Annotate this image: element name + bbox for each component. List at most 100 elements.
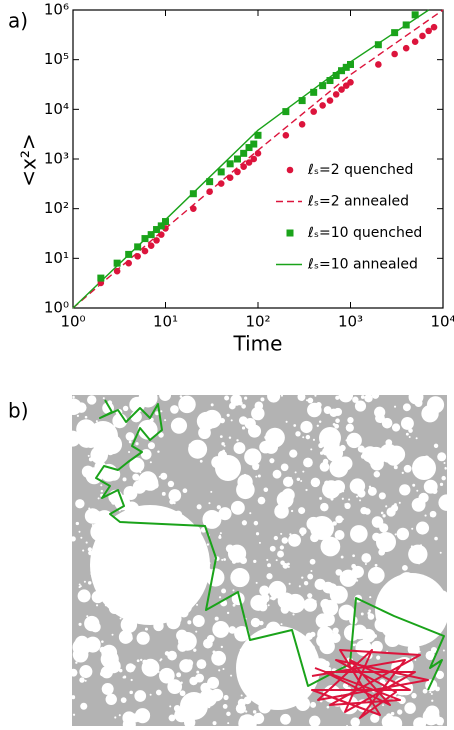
obstacle xyxy=(332,599,335,603)
data-point xyxy=(326,77,334,85)
obstacle xyxy=(282,476,294,488)
obstacle xyxy=(310,631,316,638)
data-point xyxy=(391,50,398,58)
obstacle xyxy=(154,513,157,516)
obstacle xyxy=(101,683,114,695)
obstacle xyxy=(139,471,142,474)
obstacle xyxy=(149,693,152,696)
obstacle xyxy=(244,396,248,400)
obstacle xyxy=(73,651,78,656)
obstacle xyxy=(178,403,181,406)
data-point xyxy=(134,243,142,251)
obstacle xyxy=(218,596,222,599)
obstacle xyxy=(384,544,388,547)
obstacle xyxy=(257,474,261,478)
obstacle xyxy=(305,434,311,440)
obstacle xyxy=(288,582,291,585)
obstacle xyxy=(118,668,123,673)
obstacle xyxy=(199,459,203,463)
obstacle xyxy=(263,487,269,493)
legend-label: ℓₛ=10 quenched xyxy=(307,225,422,241)
obstacle xyxy=(312,438,316,441)
y-tick-label: 10¹ xyxy=(44,249,69,267)
obstacle xyxy=(72,395,75,399)
obstacle xyxy=(84,679,87,682)
obstacle xyxy=(370,640,383,653)
obstacle xyxy=(272,469,282,479)
data-point xyxy=(332,91,340,98)
obstacle xyxy=(331,441,338,448)
obstacle xyxy=(218,669,221,672)
obstacle xyxy=(257,496,266,505)
data-point xyxy=(282,108,290,116)
obstacle xyxy=(397,572,416,591)
obstacle xyxy=(158,527,162,531)
x-tick-label: 10¹ xyxy=(153,313,178,331)
obstacle xyxy=(159,395,172,402)
obstacle xyxy=(323,406,332,415)
obstacle xyxy=(157,450,160,453)
obstacle xyxy=(125,432,135,441)
obstacle xyxy=(412,483,416,487)
obstacle xyxy=(249,698,252,701)
obstacle xyxy=(274,649,278,653)
obstacle xyxy=(378,548,386,556)
obstacle xyxy=(410,602,414,605)
obstacle xyxy=(258,541,261,544)
obstacle xyxy=(222,704,228,709)
obstacle xyxy=(210,490,213,493)
obstacle xyxy=(430,614,434,617)
obstacle xyxy=(247,671,250,674)
obstacle xyxy=(249,512,252,515)
obstacle xyxy=(227,722,230,725)
obstacle xyxy=(72,646,89,663)
data-point xyxy=(342,63,350,71)
obstacle xyxy=(370,449,379,458)
data-point xyxy=(147,231,155,239)
obstacle xyxy=(122,676,125,679)
obstacle xyxy=(333,407,343,416)
obstacle xyxy=(105,693,117,706)
obstacle xyxy=(111,499,117,505)
obstacle xyxy=(305,635,308,638)
obstacle xyxy=(114,527,117,530)
obstacle xyxy=(216,505,221,510)
obstacle xyxy=(344,503,347,506)
obstacle xyxy=(104,590,124,609)
obstacle xyxy=(269,458,275,464)
obstacle xyxy=(294,471,297,474)
obstacle xyxy=(437,452,447,462)
data-point xyxy=(206,188,213,195)
obstacle xyxy=(288,538,294,544)
obstacle xyxy=(384,631,401,648)
obstacle xyxy=(258,712,262,715)
obstacle xyxy=(113,551,121,558)
obstacle xyxy=(354,400,367,412)
obstacle xyxy=(267,563,272,568)
obstacle xyxy=(416,632,425,641)
obstacle xyxy=(320,598,331,610)
obstacle xyxy=(297,641,305,649)
obstacle xyxy=(334,530,345,540)
obstacle xyxy=(88,507,91,510)
panel-label: a) xyxy=(8,9,28,33)
obstacle xyxy=(436,590,447,603)
obstacle xyxy=(78,586,81,589)
obstacle xyxy=(429,510,437,518)
obstacle xyxy=(341,518,344,521)
obstacle xyxy=(325,465,329,469)
obstacle xyxy=(150,401,154,404)
obstacle xyxy=(285,593,306,614)
data-point xyxy=(97,274,105,282)
obstacle xyxy=(136,659,140,663)
obstacle xyxy=(258,700,272,714)
obstacle xyxy=(122,477,127,482)
obstacle xyxy=(322,447,331,456)
obstacle xyxy=(356,495,359,498)
obstacle xyxy=(373,634,377,638)
obstacle xyxy=(309,645,315,651)
obstacle xyxy=(408,435,411,438)
obstacle xyxy=(415,437,418,440)
obstacle xyxy=(408,428,413,433)
obstacle xyxy=(174,535,183,544)
